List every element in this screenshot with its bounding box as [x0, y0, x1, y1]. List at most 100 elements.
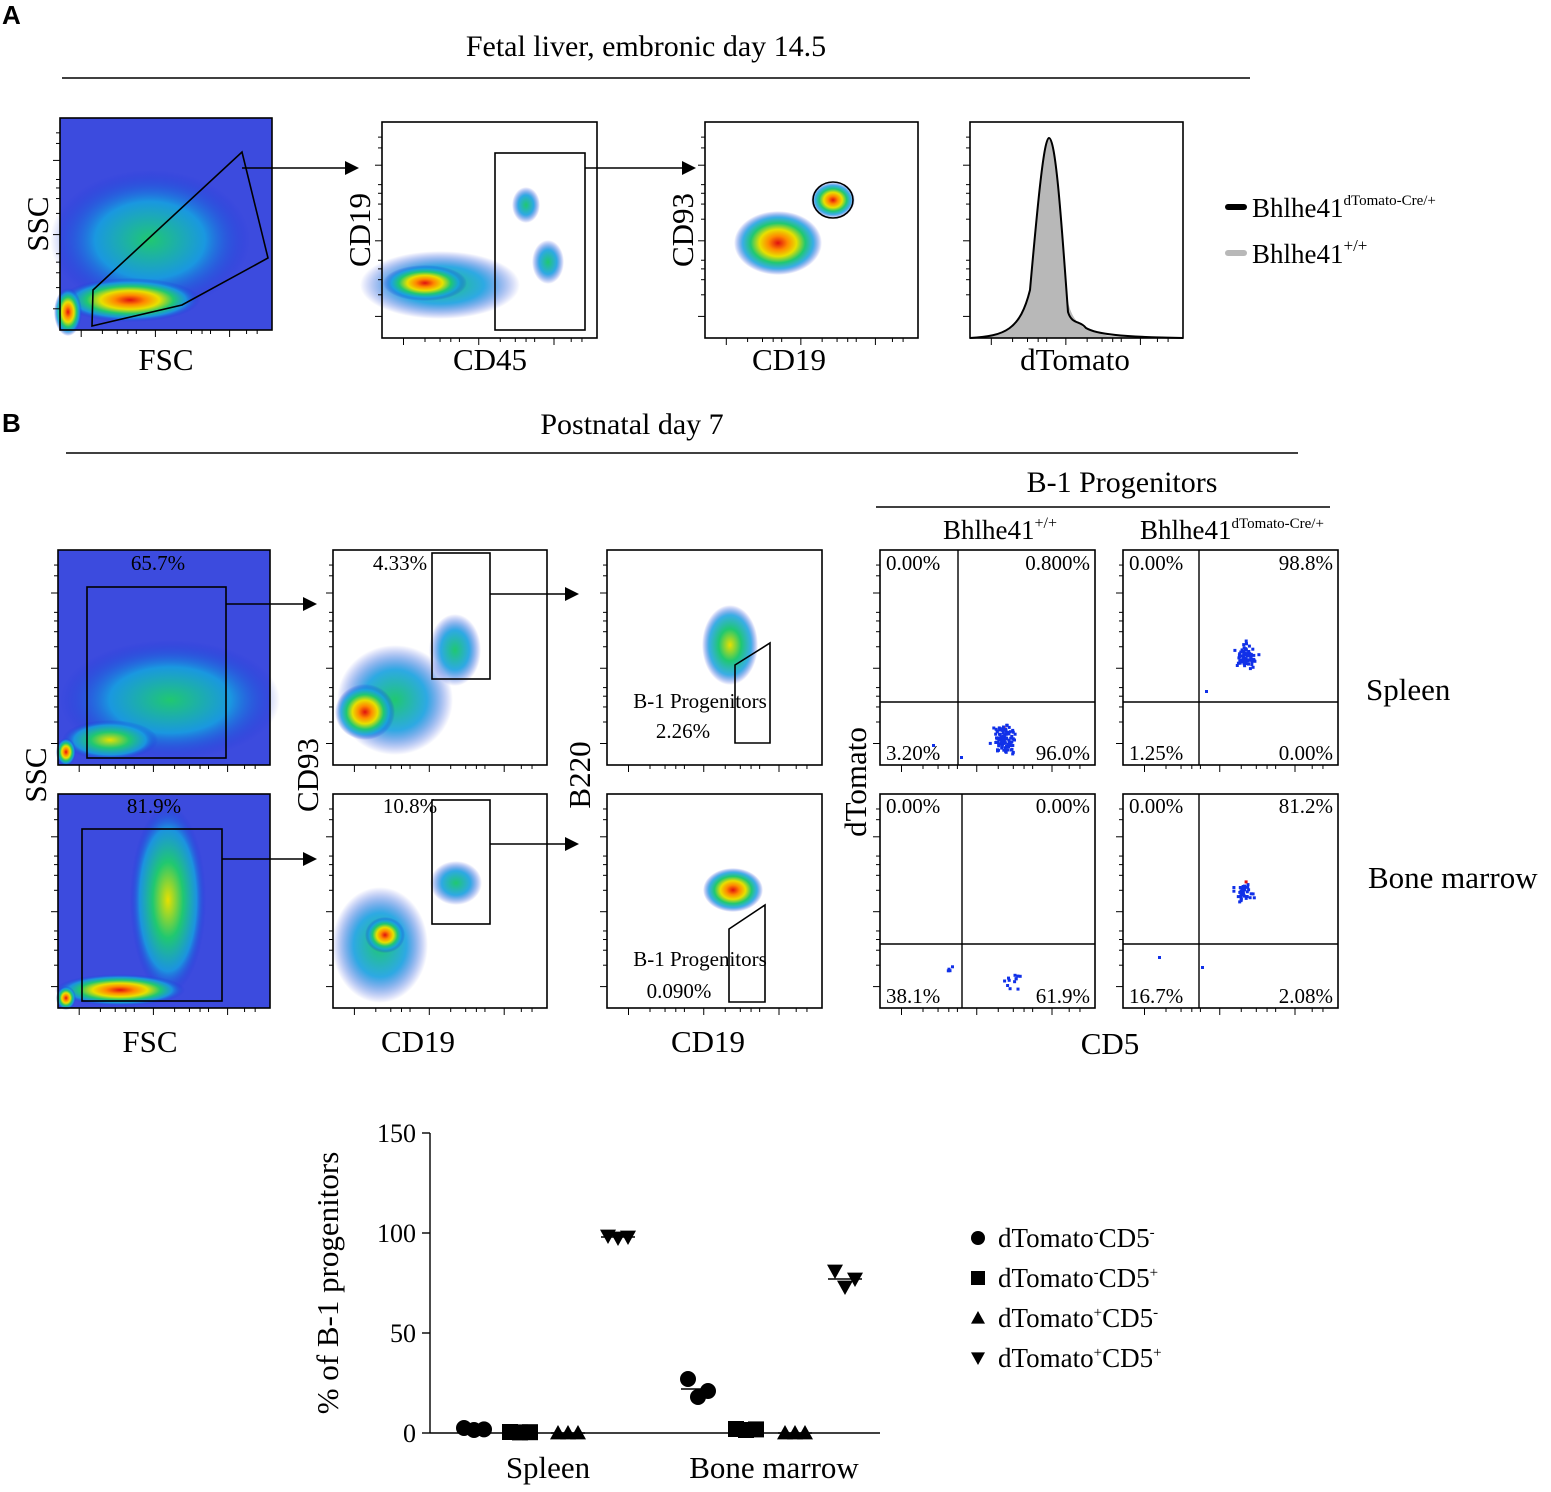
gate-rect	[494, 152, 586, 331]
histogram-wt-fill	[970, 140, 1183, 338]
y-axis-label: % of B-1 progenitors	[310, 1152, 345, 1415]
event-dot	[1007, 978, 1011, 982]
y-ticks: 0 50 100 150	[377, 1119, 430, 1448]
event-dot	[1004, 749, 1008, 753]
event-dot	[1247, 654, 1251, 658]
density-hotspot	[383, 265, 467, 301]
event-dot	[1240, 658, 1244, 662]
plot-frame	[606, 793, 823, 1009]
gate-polygon	[734, 641, 771, 744]
plot-frame	[332, 793, 548, 1009]
event-dot	[1007, 745, 1010, 749]
event-dot	[1245, 890, 1249, 894]
event-dot	[1000, 746, 1004, 750]
y-axis-label-b220: B220	[562, 741, 597, 808]
quadrant-ll: 3.20%	[886, 741, 940, 765]
event-dot	[1010, 740, 1014, 744]
plot-frame	[1122, 549, 1339, 766]
event-dot	[951, 965, 954, 969]
quadrant-plot-bm-wt: 0.00% 0.00% 38.1% 61.9%	[879, 793, 1096, 1009]
density-cluster	[702, 605, 758, 685]
event-dot	[1205, 690, 1208, 693]
y-tick-label: 100	[377, 1219, 416, 1248]
event-dot	[1248, 652, 1252, 656]
x-category-spleen: Spleen	[506, 1450, 591, 1485]
quadrant-ll: 38.1%	[886, 984, 940, 1008]
density-cluster	[734, 211, 822, 275]
event-dot	[997, 742, 1001, 746]
legend-marker	[971, 1271, 985, 1285]
data-point	[570, 1425, 586, 1440]
event-dot	[1238, 886, 1242, 889]
event-dot	[1001, 731, 1005, 735]
plot-b-cd19-cd93-bm: 10.8%	[332, 793, 548, 1009]
quadrant-ll: 1.25%	[1129, 741, 1183, 765]
event-dot	[1249, 892, 1253, 896]
plot-frame	[57, 793, 271, 1009]
event-dot	[1245, 895, 1249, 898]
event-dot	[1003, 741, 1007, 745]
event-dot	[999, 735, 1003, 739]
event-dot	[1239, 895, 1243, 898]
event-dot	[1238, 661, 1242, 665]
x-category-bone-marrow: Bone marrow	[689, 1450, 859, 1485]
x-axis-label: dTomato	[1020, 342, 1130, 377]
event-dot	[1248, 896, 1252, 900]
legend-marker	[971, 1311, 985, 1324]
density-cluster	[512, 187, 540, 223]
event-dot	[1238, 655, 1242, 658]
quadrant-ul: 0.00%	[886, 551, 940, 575]
event-dot	[988, 741, 992, 745]
event-dot	[1010, 734, 1014, 738]
legend-label: dTomato+CD5+	[998, 1343, 1162, 1373]
panel-a-label: A	[2, 0, 21, 30]
event-dot	[1003, 733, 1007, 737]
gate-rect	[431, 799, 491, 925]
event-dot	[996, 748, 999, 752]
quadrant-lr: 2.08%	[1279, 984, 1333, 1008]
event-dot	[1005, 744, 1009, 748]
column-label-wt: Bhlhe41+/+	[943, 515, 1057, 545]
quadrant-plot-spleen-het: 0.00% 98.8% 1.25% 0.00%	[1122, 549, 1339, 766]
quadrant-ur: 81.2%	[1279, 794, 1333, 818]
y-axis-label: CD93	[665, 193, 700, 267]
gate-polygon	[91, 150, 269, 328]
event-dot	[1241, 885, 1245, 888]
event-dot	[1008, 987, 1012, 991]
panel-a-legend: Bhlhe41dTomato-Cre/+ Bhlhe41+/+	[1225, 193, 1436, 269]
density-hotspot	[62, 720, 158, 760]
event-dot	[1002, 728, 1006, 732]
plot-frame	[381, 121, 598, 339]
x-axis-label-cd5: CD5	[1081, 1026, 1140, 1061]
chart-b1-progenitors: 0 50 100 150 % of B-1 progenitors Spleen Bo…	[310, 1119, 1162, 1485]
column-label-het: Bhlhe41dTomato-Cre/+	[1140, 515, 1324, 545]
plot-frame	[879, 793, 1096, 1009]
event-dot	[1003, 979, 1007, 983]
event-dot	[1248, 667, 1252, 671]
data-points	[456, 1229, 863, 1441]
panel-a-title: Fetal liver, embronic day 14.5	[466, 30, 826, 63]
data-point	[700, 1383, 716, 1399]
density-hotspot	[56, 738, 76, 766]
chart-legend: dTomato-CD5- dTomato-CD5+ dTomato+CD5- dTom…	[971, 1223, 1162, 1373]
y-axis-label-cd93: CD93	[290, 738, 325, 812]
legend-label: dTomato-CD5-	[998, 1223, 1155, 1253]
panel-a: A Fetal liver, embronic day 14.5 FSC SSC…	[2, 0, 1436, 377]
gate-polygon	[728, 903, 766, 1003]
plot-b-fsc-ssc-spleen: 65.7%	[56, 549, 280, 766]
event-dot	[1016, 974, 1020, 978]
x-axis-label-cd19: CD19	[671, 1024, 745, 1059]
density-hotspot	[55, 974, 185, 1006]
event-dot	[1241, 660, 1245, 664]
quadrant-lr: 96.0%	[1036, 741, 1090, 765]
y-tick-label: 50	[390, 1319, 416, 1348]
event-dot	[1252, 896, 1256, 900]
event-dot	[997, 736, 1001, 740]
event-dot	[1009, 748, 1013, 752]
event-dot	[1244, 896, 1248, 900]
event-dot	[1007, 725, 1011, 729]
gate-rect	[81, 828, 223, 1002]
density-cluster	[130, 805, 206, 995]
event-dot	[1242, 643, 1246, 647]
